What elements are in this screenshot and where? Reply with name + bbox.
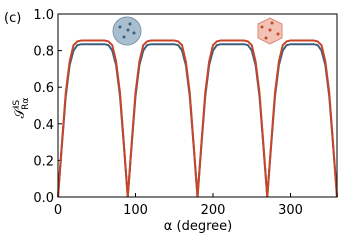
panel-label: (c) bbox=[4, 11, 21, 26]
x-tick-label: 300 bbox=[278, 203, 303, 218]
x-tick-label: 100 bbox=[123, 203, 148, 218]
icon-blue bbox=[112, 16, 142, 46]
y-label-main: 𝒮 bbox=[13, 106, 28, 118]
x-tick-label: 200 bbox=[201, 203, 226, 218]
y-label-sup: IS bbox=[12, 100, 22, 109]
y-tick-label: 0.8 bbox=[33, 45, 54, 60]
series-line bbox=[57, 39, 338, 198]
y-tick-label: 0.0 bbox=[33, 191, 54, 206]
y-tick-label: 0.6 bbox=[33, 81, 54, 96]
y-tick-label: 1.0 bbox=[33, 8, 54, 23]
y-tick-label: 0.2 bbox=[33, 154, 54, 169]
y-label-sub: Rα bbox=[21, 98, 31, 110]
icon-red bbox=[257, 17, 283, 45]
series-line bbox=[57, 43, 338, 198]
y-axis-label: 𝒮ISRα bbox=[12, 98, 31, 119]
x-axis-label: α (degree) bbox=[164, 219, 232, 234]
x-tick-label: 0 bbox=[54, 203, 62, 218]
plot-frame bbox=[57, 13, 338, 198]
y-tick-label: 0.4 bbox=[33, 118, 54, 133]
